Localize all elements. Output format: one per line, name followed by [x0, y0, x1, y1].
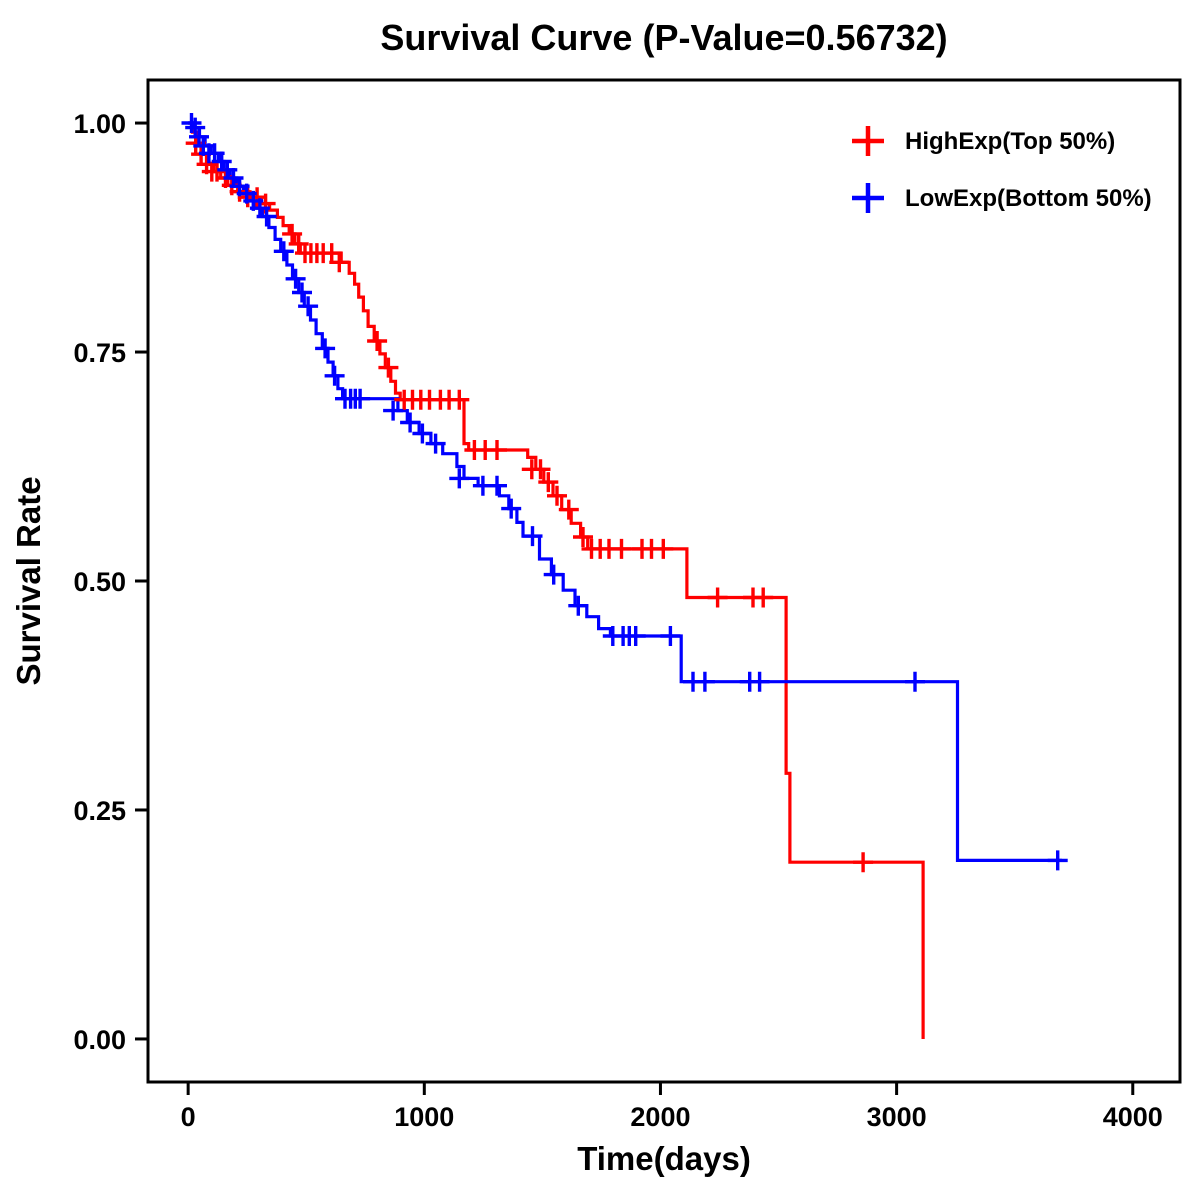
censor-marks-0: [185, 133, 874, 873]
survival-curve-1: [188, 121, 1062, 862]
x-axis-label: Time(days): [577, 1140, 751, 1177]
legend-label-lowexp: LowExp(Bottom 50%): [905, 185, 1152, 212]
y-tick-label: 1.00: [73, 109, 126, 139]
y-tick-label: 0.00: [73, 1025, 126, 1055]
plot-border: [146, 78, 1182, 1084]
y-tick-label: 0.50: [73, 567, 126, 597]
censor-marks: [181, 113, 1068, 873]
y-axis-ticks: 0.00 0.25 0.50 0.75 1.00: [73, 109, 148, 1055]
x-axis-ticks: 0 1000 2000 3000 4000: [181, 1082, 1163, 1132]
x-tick-label: 3000: [867, 1102, 927, 1132]
censor-marks-1: [181, 113, 1068, 871]
legend-marker-1: [852, 183, 884, 213]
y-axis-label: Survival Rate: [10, 476, 47, 685]
legend: HighExp(Top 50%) LowExp(Bottom 50%): [852, 126, 1152, 213]
x-tick-label: 2000: [630, 1102, 690, 1132]
survival-curves: [188, 121, 1062, 1039]
legend-marker-0: [852, 126, 884, 156]
x-tick-label: 1000: [394, 1102, 454, 1132]
x-tick-label: 0: [181, 1102, 196, 1132]
chart-title: Survival Curve (P-Value=0.56732): [380, 17, 947, 58]
survival-curve-0: [188, 121, 925, 1039]
y-tick-label: 0.75: [73, 338, 126, 368]
y-tick-label: 0.25: [73, 796, 126, 826]
x-tick-label: 4000: [1103, 1102, 1163, 1132]
legend-label-highexp: HighExp(Top 50%): [905, 128, 1115, 155]
